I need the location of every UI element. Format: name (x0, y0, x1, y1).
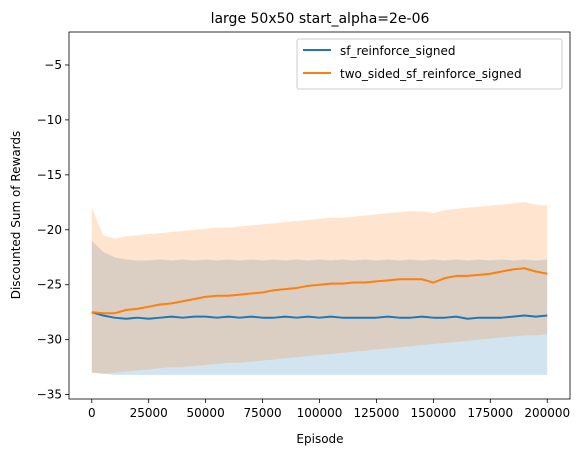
line-sf-reinforce-signed (91, 311, 548, 320)
x-tick-label: 0 (88, 406, 96, 420)
x-tick-label: 200000 (524, 406, 570, 420)
chart-title: large 50x50 start_alpha=2e-06 (211, 11, 430, 27)
x-tick-label: 25000 (130, 406, 168, 420)
x-tick-label: 50000 (187, 406, 225, 420)
y-tick-label: −10 (37, 113, 62, 127)
y-tick-label: −15 (37, 168, 62, 182)
x-axis-ticks: 0 25000 50000 75000 100000 125000 150000 175000… (88, 399, 570, 420)
y-tick-label: −30 (37, 333, 62, 347)
legend: sf_reinforce_signed two_sided_sf_reinfor… (296, 38, 563, 90)
x-axis-label: Episode (296, 432, 343, 446)
legend-label-two-sided-sf-reinforce-signed: two_sided_sf_reinforce_signed (340, 67, 522, 81)
x-tick-label: 150000 (410, 406, 456, 420)
series-lines (91, 267, 548, 320)
y-tick-label: −20 (37, 223, 62, 237)
y-axis-ticks: −35 −30 −25 −20 −15 −10 −5 (37, 58, 69, 402)
legend-box (296, 38, 563, 90)
x-tick-label: 75000 (243, 406, 281, 420)
band-two-sided-sf-reinforce-signed (91, 202, 548, 374)
x-tick-label: 175000 (467, 406, 513, 420)
x-tick-label: 125000 (354, 406, 400, 420)
legend-label-sf-reinforce-signed: sf_reinforce_signed (340, 44, 456, 58)
confidence-bands (91, 202, 548, 375)
band-sf-reinforce-signed (91, 240, 548, 375)
x-tick-label: 100000 (297, 406, 343, 420)
line-two-sided-sf-reinforce-signed (91, 267, 548, 315)
y-tick-label: −5 (44, 58, 62, 72)
y-tick-label: −35 (37, 388, 62, 402)
y-tick-label: −25 (37, 278, 62, 292)
y-axis-label: Discounted Sum of Rewards (9, 131, 23, 300)
